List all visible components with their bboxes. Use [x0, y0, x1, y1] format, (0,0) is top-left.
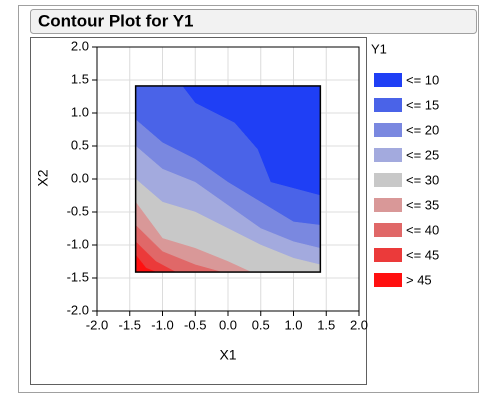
title-bar — [30, 9, 477, 34]
x-axis-label: X1 — [219, 347, 236, 363]
legend-swatch — [374, 198, 402, 212]
y-tick-label: -1.5 — [67, 269, 89, 284]
legend-swatch — [374, 273, 402, 287]
legend-swatch — [374, 173, 402, 187]
y-tick-label: -2.0 — [67, 302, 89, 317]
legend-label: > 45 — [406, 272, 432, 287]
legend-label: <= 10 — [406, 72, 439, 87]
y-tick-label: 1.0 — [71, 104, 89, 119]
legend-label: <= 45 — [406, 247, 439, 262]
contour-border — [134, 85, 322, 273]
legend-label: <= 15 — [406, 97, 439, 112]
legend-label: <= 30 — [406, 172, 439, 187]
x-tick-label: 2.0 — [350, 317, 368, 332]
legend-swatch — [374, 98, 402, 112]
x-tick-label: -1.0 — [151, 317, 173, 332]
y-tick-label: 1.5 — [71, 71, 89, 86]
y-tick-label: 0.5 — [71, 137, 89, 152]
y-tick-label: 2.0 — [71, 38, 89, 53]
y-axis-label: X2 — [35, 169, 51, 186]
legend-swatch — [374, 148, 402, 162]
x-tick-label: 1.5 — [317, 317, 335, 332]
legend-label: <= 25 — [406, 147, 439, 162]
y-tick-label: -1.0 — [67, 236, 89, 251]
legend-label: <= 20 — [406, 122, 439, 137]
legend: <= 10 <= 15 <= 20 <= 25 <= 30 <= 35 <= 40 <= 45… — [374, 72, 439, 287]
plot-border — [96, 46, 360, 312]
x-tick-label: -1.5 — [119, 317, 141, 332]
x-tick-label: 0.0 — [219, 317, 237, 332]
x-tick-label: -2.0 — [86, 317, 108, 332]
legend-swatch — [374, 248, 402, 262]
legend-swatch — [374, 73, 402, 87]
plot-area: -2.0 -1.5 -1.0 -0.5 0.0 0.5 1.0 1.5 2.0-2.0-1.5-… — [67, 38, 368, 332]
x-tick-label: -0.5 — [184, 317, 206, 332]
x-tick-label: 0.5 — [252, 317, 270, 332]
y-tick-label: -0.5 — [67, 203, 89, 218]
legend-label: <= 35 — [406, 197, 439, 212]
y-tick-label: 0.0 — [71, 170, 89, 185]
chart-title: Contour Plot for Y1 — [38, 11, 194, 30]
legend-title: Y1 — [371, 41, 387, 56]
legend-swatch — [374, 223, 402, 237]
legend-label: <= 40 — [406, 222, 439, 237]
x-tick-label: 1.0 — [284, 317, 302, 332]
legend-swatch — [374, 123, 402, 137]
